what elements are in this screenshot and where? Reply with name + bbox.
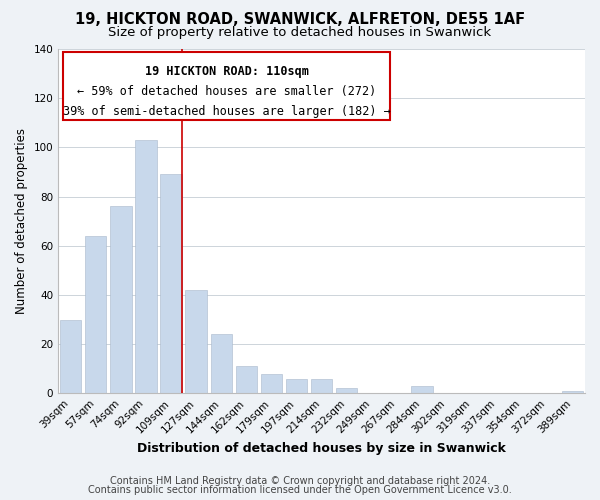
Bar [160,174,182,394]
Bar [236,366,257,394]
Text: ← 59% of detached houses are smaller (272): ← 59% of detached houses are smaller (27… [77,85,376,98]
Text: Contains public sector information licensed under the Open Government Licence v3: Contains public sector information licen… [88,485,512,495]
Bar [311,378,332,394]
Text: 19, HICKTON ROAD, SWANWICK, ALFRETON, DE55 1AF: 19, HICKTON ROAD, SWANWICK, ALFRETON, DE… [75,12,525,28]
Text: 39% of semi-detached houses are larger (182) →: 39% of semi-detached houses are larger (… [63,105,391,118]
Bar [85,236,106,394]
Bar [185,290,207,394]
X-axis label: Distribution of detached houses by size in Swanwick: Distribution of detached houses by size … [137,442,506,455]
Bar [136,140,157,394]
FancyBboxPatch shape [64,52,390,120]
Bar [211,334,232,394]
Text: Size of property relative to detached houses in Swanwick: Size of property relative to detached ho… [109,26,491,39]
Text: 19 HICKTON ROAD: 110sqm: 19 HICKTON ROAD: 110sqm [145,64,308,78]
Bar [411,386,433,394]
Text: Contains HM Land Registry data © Crown copyright and database right 2024.: Contains HM Land Registry data © Crown c… [110,476,490,486]
Y-axis label: Number of detached properties: Number of detached properties [15,128,28,314]
Bar [336,388,358,394]
Bar [110,206,131,394]
Bar [261,374,282,394]
Bar [562,391,583,394]
Bar [286,378,307,394]
Bar [60,320,82,394]
